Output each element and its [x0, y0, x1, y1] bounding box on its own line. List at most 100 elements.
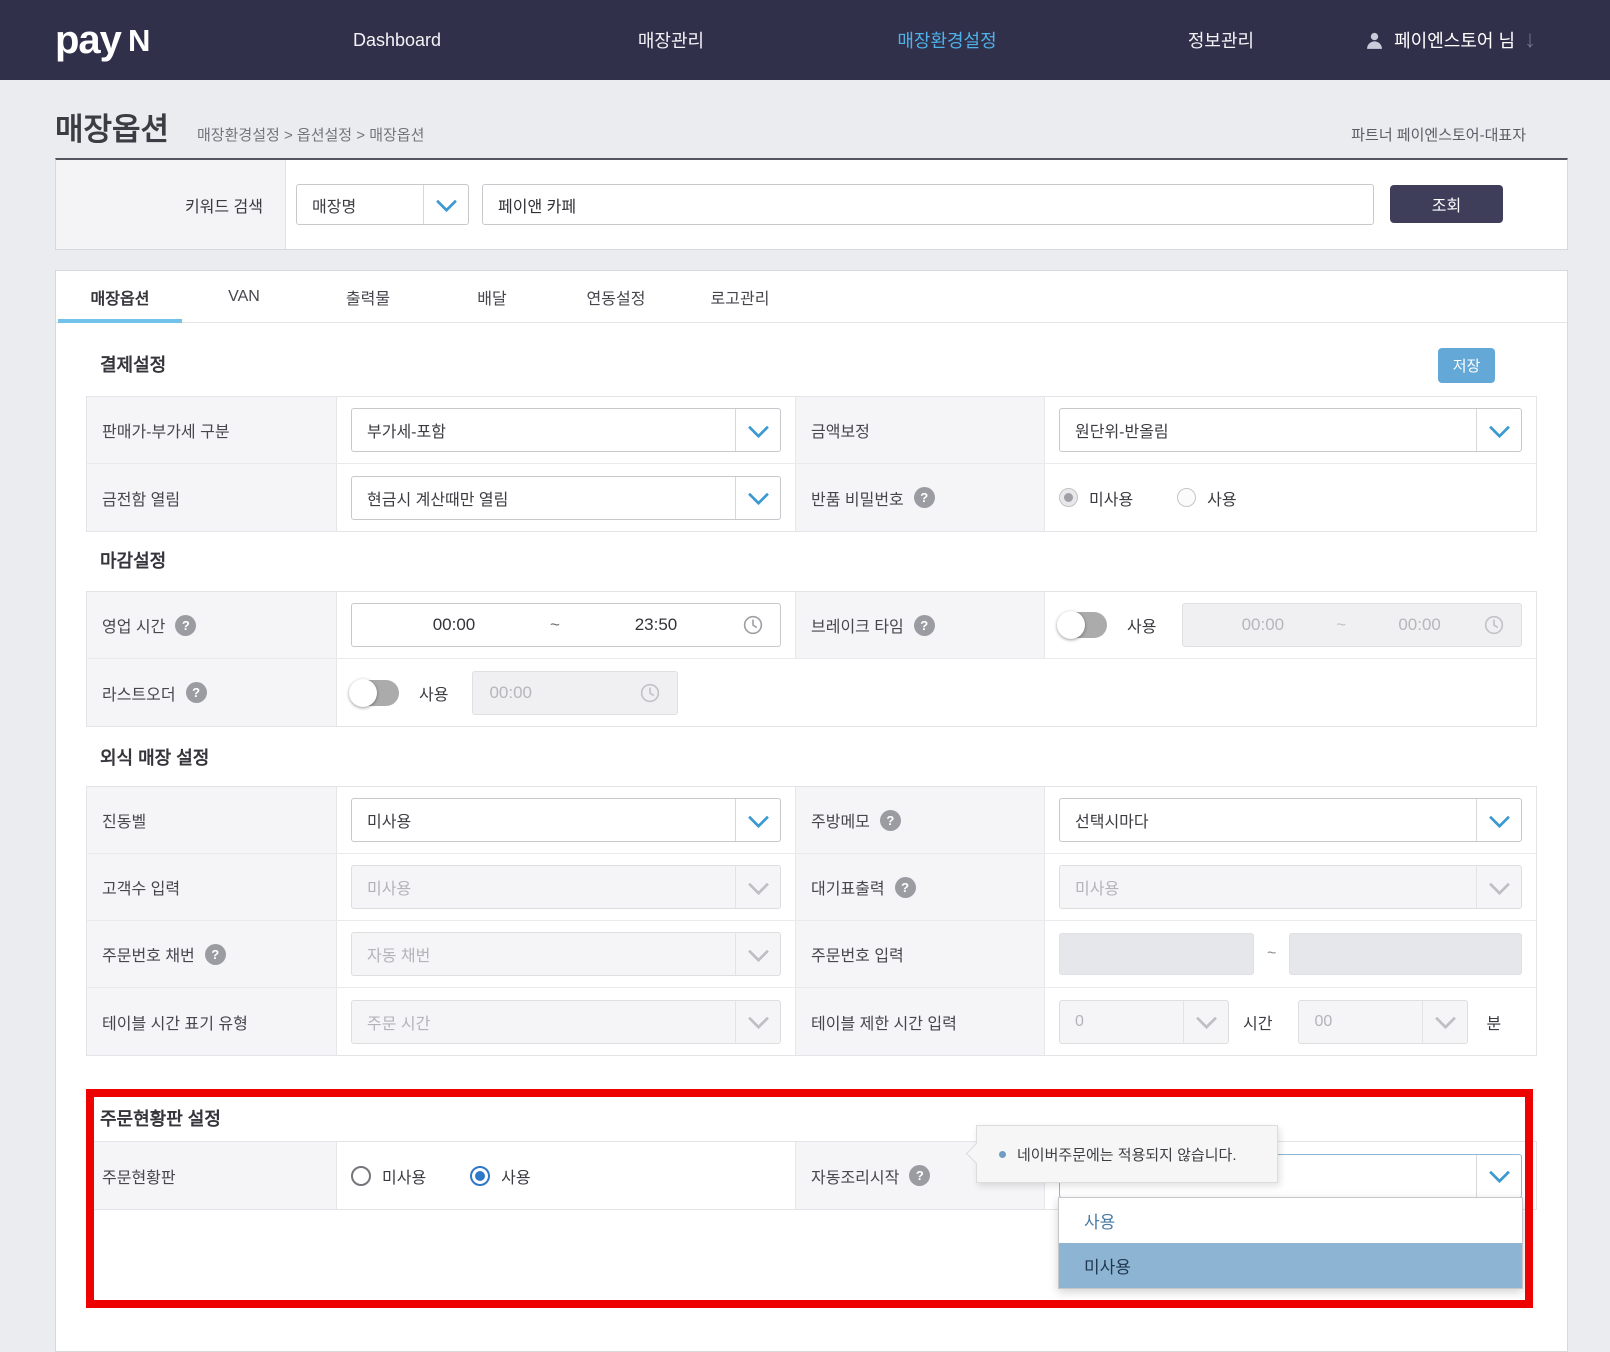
- chevron-down-icon: [1183, 1000, 1228, 1043]
- page-title: 매장옵션: [55, 112, 170, 147]
- closing-table: 영업 시간 00:00 ~ 23:50 브레이크 타임: [86, 591, 1537, 727]
- chevron-down-icon: [1476, 866, 1521, 908]
- logo-text-n: N: [127, 23, 151, 58]
- dropdown-option-use[interactable]: 사용: [1084, 1213, 1116, 1232]
- help-icon[interactable]: [879, 809, 901, 831]
- tab-store-option[interactable]: 매장옵션: [58, 271, 182, 323]
- cash-drawer-select[interactable]: 현금시 계산때만 열림: [351, 475, 781, 520]
- clock-icon: [742, 614, 764, 636]
- search-submit-button[interactable]: 조회: [1390, 185, 1503, 223]
- chevron-down-icon: ↓: [1524, 26, 1536, 53]
- nav-item-store-environment[interactable]: 매장환경설정: [897, 31, 997, 51]
- auto-cooking-dropdown: 사용 미사용: [1058, 1197, 1523, 1289]
- dropdown-option-unuse[interactable]: 미사용: [1059, 1243, 1522, 1288]
- tab-delivery[interactable]: 배달: [477, 291, 507, 308]
- help-icon[interactable]: [204, 943, 226, 965]
- business-hours-range-input[interactable]: 00:00 ~ 23:50: [351, 603, 781, 647]
- tab-printouts[interactable]: 출력물: [345, 291, 391, 308]
- keyword-search-label: 키워드 검색: [56, 160, 286, 249]
- order-numbering-label: 주문번호 채번: [87, 921, 337, 987]
- tab-van[interactable]: VAN: [228, 288, 260, 305]
- chevron-down-icon: [735, 866, 780, 908]
- vibration-bell-label: 진동벨: [87, 787, 337, 853]
- dining-section-title: 외식 매장 설정: [100, 748, 210, 768]
- table-time-display-label: 테이블 시간 표기 유형: [87, 988, 337, 1055]
- clock-icon: [639, 682, 661, 704]
- search-category-select[interactable]: 매장명: [296, 184, 469, 225]
- waiting-ticket-select: 미사용: [1059, 865, 1522, 909]
- table-row: 금전함 열림 현금시 계산때만 열림 반품 비밀번호 미사용 사용: [87, 464, 1536, 531]
- payment-table: 판매가-부가세 구분 부가세-포함 금액보정 원단위-반올림 금전함 열림: [86, 396, 1537, 532]
- limit-minutes-select: 00: [1298, 999, 1469, 1044]
- table-row: 영업 시간 00:00 ~ 23:50 브레이크 타임: [87, 592, 1536, 659]
- help-icon[interactable]: [894, 876, 916, 898]
- vibration-bell-select[interactable]: 미사용: [351, 798, 781, 842]
- help-icon[interactable]: [185, 682, 207, 703]
- nav-item-store-management[interactable]: 매장관리: [637, 31, 705, 51]
- chevron-down-icon: [735, 476, 780, 519]
- help-icon[interactable]: [913, 614, 935, 636]
- break-time-label: 브레이크 타임: [795, 592, 1045, 658]
- minutes-unit-label: 분: [1486, 1015, 1502, 1033]
- table-row: 라스트오더 사용 00:00: [87, 659, 1536, 726]
- dining-table: 진동벨 미사용 주방메모 선택시마다: [86, 786, 1537, 1056]
- customer-count-label: 고객수 입력: [87, 854, 337, 920]
- chevron-down-icon: [1476, 1154, 1521, 1197]
- save-button[interactable]: 저장: [1438, 348, 1495, 383]
- table-row: 고객수 입력 미사용 대기표출력 미사용: [87, 854, 1536, 921]
- clock-icon: [1483, 614, 1505, 636]
- break-time-toggle[interactable]: [1057, 611, 1107, 639]
- orderboard-section-title: 주문현황판 설정: [100, 1109, 221, 1129]
- table-row: 판매가-부가세 구분 부가세-포함 금액보정 원단위-반올림: [87, 397, 1536, 464]
- auto-cooking-tooltip: 네이버주문에는 적용되지 않습니다.: [976, 1125, 1278, 1183]
- nav-item-info-management[interactable]: 정보관리: [1187, 31, 1255, 51]
- breadcrumb: 매장환경설정 > 옵션설정 > 매장옵션: [197, 127, 425, 144]
- bullet-icon: [999, 1150, 1006, 1158]
- nav-item-dashboard[interactable]: Dashboard: [352, 29, 442, 50]
- return-password-radio-unused[interactable]: [1059, 488, 1078, 507]
- chevron-down-icon: [735, 799, 780, 841]
- business-hours-label: 영업 시간: [87, 592, 337, 658]
- kitchen-memo-label: 주방메모: [795, 787, 1045, 853]
- search-keyword-input[interactable]: 페이앤 카페: [482, 184, 1374, 225]
- payn-logo[interactable]: pay N: [55, 0, 150, 80]
- vat-type-select[interactable]: 부가세-포함: [351, 408, 781, 452]
- order-numbering-select: 자동 채번: [351, 932, 781, 976]
- last-order-time-input: 00:00: [472, 670, 679, 715]
- customer-count-select: 미사용: [351, 865, 781, 909]
- cash-drawer-label: 금전함 열림: [87, 464, 337, 531]
- table-row: 테이블 시간 표기 유형 주문 시간 테이블 제한 시간 입력 0 시간 0: [87, 988, 1536, 1055]
- amount-correction-select[interactable]: 원단위-반올림: [1059, 408, 1522, 452]
- chevron-down-icon: [423, 185, 468, 224]
- help-icon[interactable]: [913, 487, 935, 508]
- chevron-down-icon: [1422, 1000, 1467, 1043]
- chevron-down-icon: [1476, 409, 1521, 451]
- order-board-radio-used[interactable]: [470, 1165, 491, 1186]
- tab-logo[interactable]: 로고관리: [710, 291, 770, 308]
- user-menu[interactable]: 페이엔스토어 님 ↓: [1364, 0, 1536, 80]
- chevron-down-icon: [1476, 799, 1521, 841]
- limit-hours-select: 0: [1059, 999, 1229, 1044]
- top-navbar: pay N Dashboard 매장관리 매장환경설정 정보관리 페이엔스토어 …: [0, 0, 1610, 80]
- table-limit-time-label: 테이블 제한 시간 입력: [795, 988, 1045, 1055]
- last-order-toggle[interactable]: [349, 678, 399, 707]
- order-board-radio-unused[interactable]: [351, 1165, 371, 1186]
- return-password-label: 반품 비밀번호: [795, 464, 1045, 531]
- amount-correction-label: 금액보정: [795, 397, 1045, 463]
- user-icon: [1364, 30, 1385, 51]
- help-icon[interactable]: [175, 614, 197, 636]
- tab-integration[interactable]: 연동설정: [586, 291, 646, 308]
- kitchen-memo-select[interactable]: 선택시마다: [1059, 798, 1522, 842]
- table-row: 진동벨 미사용 주방메모 선택시마다: [87, 787, 1536, 854]
- order-number-input-label: 주문번호 입력: [795, 921, 1045, 987]
- tab-bar: 매장옵션 VAN 출력물 배달 연동설정 로고관리: [56, 271, 1567, 323]
- chevron-down-icon: [735, 1000, 780, 1043]
- toggle-knob: [349, 678, 377, 707]
- last-order-label: 라스트오더: [87, 659, 337, 726]
- order-board-label: 주문현황판: [87, 1142, 337, 1209]
- partner-label: 파트너 페이엔스토어-대표자: [1351, 127, 1526, 144]
- return-password-radio-used[interactable]: [1177, 488, 1197, 507]
- help-icon[interactable]: [909, 1165, 931, 1186]
- table-row: 주문번호 채번 자동 채번 주문번호 입력 ~: [87, 921, 1536, 988]
